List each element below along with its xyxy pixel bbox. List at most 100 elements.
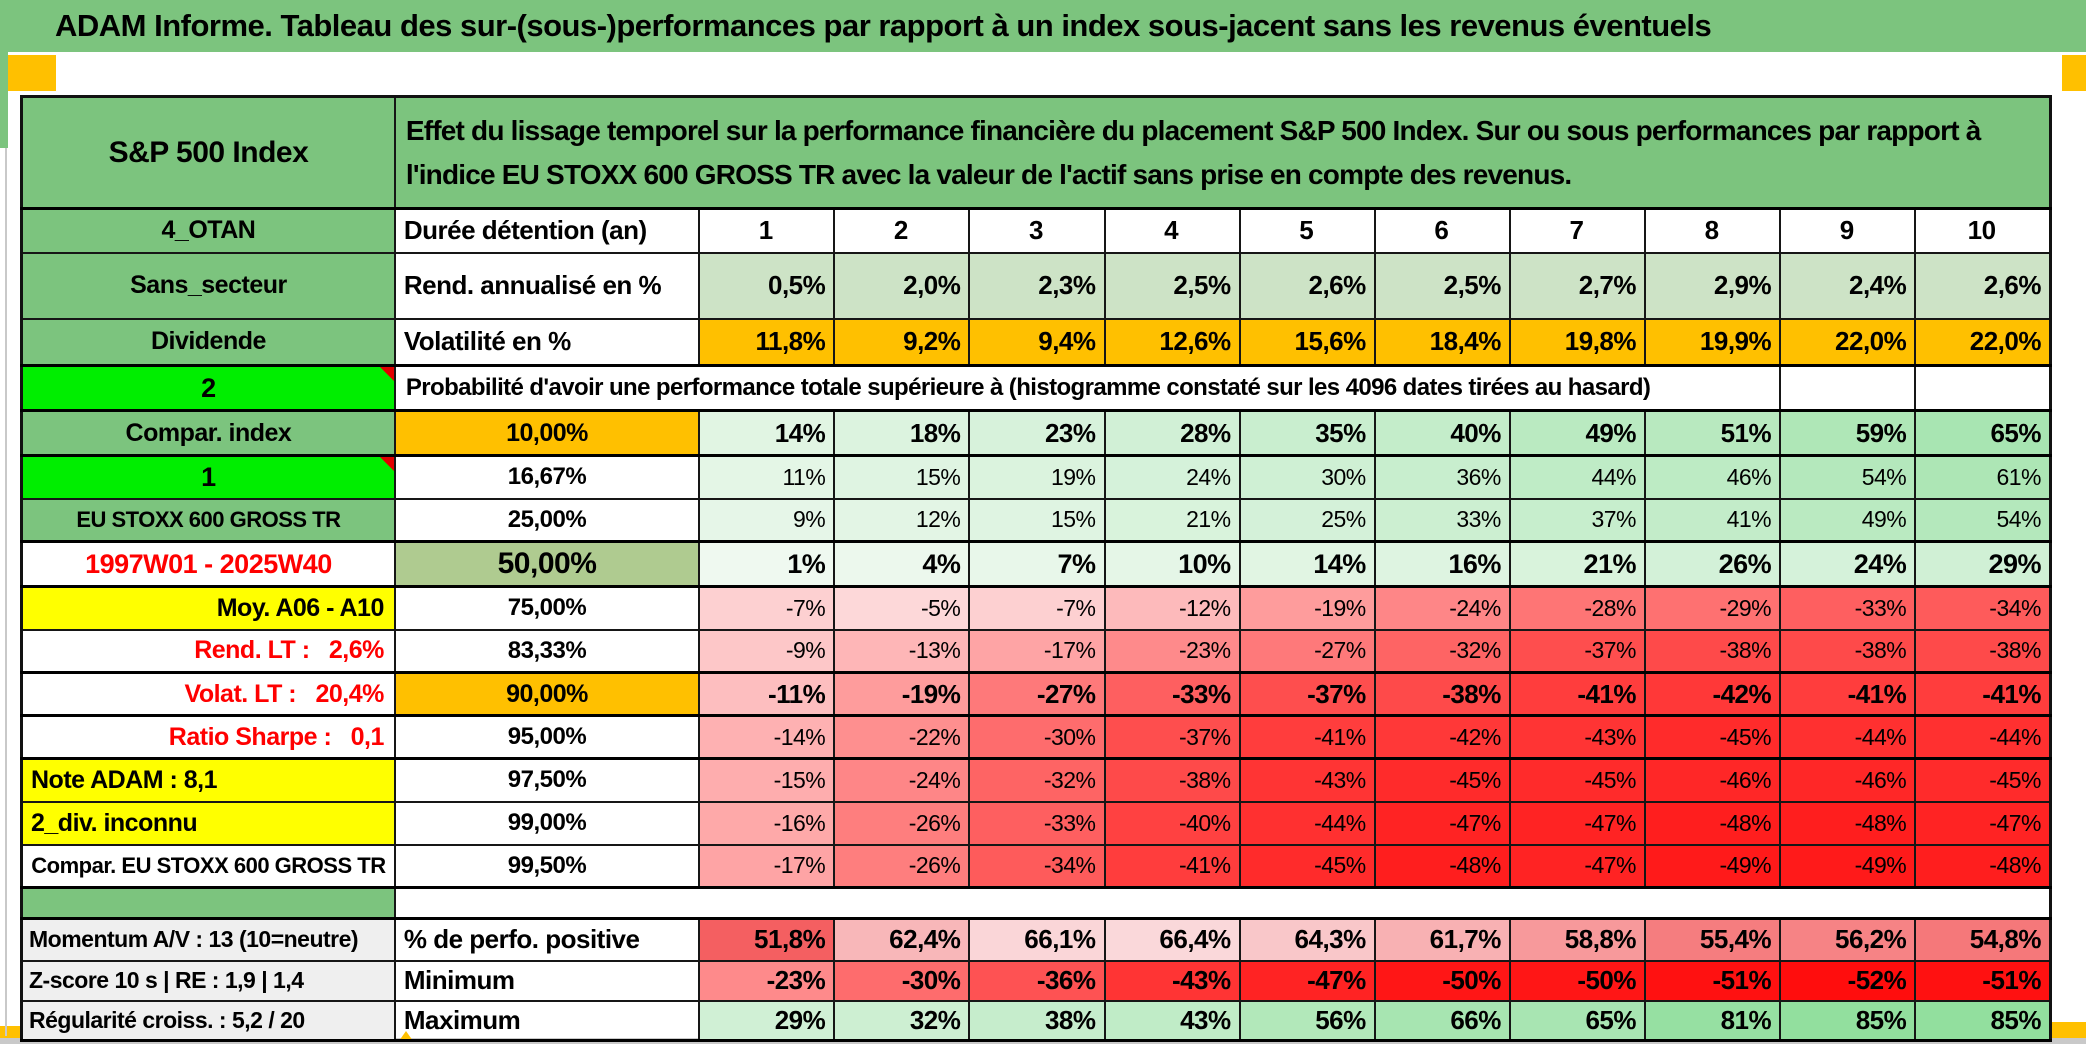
cell-p16-col1[interactable]: 11% bbox=[698, 454, 836, 500]
cell-p25-col8[interactable]: 41% bbox=[1644, 497, 1782, 543]
cell-p99-col4[interactable]: -40% bbox=[1103, 800, 1241, 846]
metric-duration[interactable]: Durée détention (an) bbox=[393, 207, 701, 254]
cell-maximum-col3[interactable]: 38% bbox=[968, 999, 1106, 1042]
cell-p50-col10[interactable]: 29% bbox=[1914, 540, 2052, 588]
cell-duration-col9[interactable]: 9 bbox=[1779, 207, 1917, 254]
cell-perfo-positive-col1[interactable]: 51,8% bbox=[698, 917, 836, 962]
cell-p995-col6[interactable]: -48% bbox=[1373, 843, 1511, 889]
cell-p99-col5[interactable]: -44% bbox=[1238, 800, 1376, 846]
cell-p975-col7[interactable]: -45% bbox=[1508, 757, 1647, 803]
metric-maximum[interactable]: Maximum bbox=[393, 999, 701, 1042]
cell-rend-annualise-col8[interactable]: 2,9% bbox=[1644, 251, 1782, 320]
cell-p16-col8[interactable]: 46% bbox=[1644, 454, 1782, 500]
cell-p25-col5[interactable]: 25% bbox=[1238, 497, 1376, 543]
label-ratio-sharpe[interactable]: Ratio Sharpe : 0,1 bbox=[20, 714, 396, 760]
percentile-75[interactable]: 75,00% bbox=[393, 585, 701, 631]
cell-minimum-col4[interactable]: -43% bbox=[1103, 959, 1241, 1002]
cell-rend-annualise-col6[interactable]: 2,5% bbox=[1373, 251, 1511, 320]
cell-p975-col2[interactable]: -24% bbox=[833, 757, 971, 803]
cell-duration-col3[interactable]: 3 bbox=[968, 207, 1106, 254]
cell-p50-col1[interactable]: 1% bbox=[698, 540, 836, 588]
cell-volatilite-col10[interactable]: 22,0% bbox=[1914, 317, 2052, 367]
cell-p16-col6[interactable]: 36% bbox=[1373, 454, 1511, 500]
cell-p25-col10[interactable]: 54% bbox=[1914, 497, 2052, 543]
label-2div-inconnu[interactable]: 2_div. inconnu bbox=[20, 800, 396, 846]
label-regularite[interactable]: Régularité croiss. : 5,2 / 20 bbox=[20, 999, 396, 1042]
cell-p50-col3[interactable]: 7% bbox=[968, 540, 1106, 588]
label-4otan[interactable]: 4_OTAN bbox=[20, 207, 396, 254]
cell-perfo-positive-col10[interactable]: 54,8% bbox=[1914, 917, 2052, 962]
cell-rend-annualise-col5[interactable]: 2,6% bbox=[1238, 251, 1376, 320]
cell-p10-col2[interactable]: 18% bbox=[833, 409, 971, 457]
cell-p90-col1[interactable]: -11% bbox=[698, 671, 836, 717]
label-note-adam[interactable]: Note ADAM : 8,1 bbox=[20, 757, 396, 803]
cell-p995-col10[interactable]: -48% bbox=[1914, 843, 2052, 889]
cell-perfo-positive-col2[interactable]: 62,4% bbox=[833, 917, 971, 962]
cell-p10-col3[interactable]: 23% bbox=[968, 409, 1106, 457]
percentile-83[interactable]: 83,33% bbox=[393, 628, 701, 674]
cell-duration-col1[interactable]: 1 bbox=[698, 207, 836, 254]
cell-p90-col6[interactable]: -38% bbox=[1373, 671, 1511, 717]
label-period[interactable]: 1997W01 - 2025W40 bbox=[20, 540, 396, 588]
cell-p99-col2[interactable]: -26% bbox=[833, 800, 971, 846]
cell-volatilite-col6[interactable]: 18,4% bbox=[1373, 317, 1511, 367]
cell-minimum-col9[interactable]: -52% bbox=[1779, 959, 1917, 1002]
label-volat-lt[interactable]: Volat. LT : 20,4% bbox=[20, 671, 396, 717]
cell-duration-col5[interactable]: 5 bbox=[1238, 207, 1376, 254]
cell-p95-col3[interactable]: -30% bbox=[968, 714, 1106, 760]
percentile-95[interactable]: 95,00% bbox=[393, 714, 701, 760]
cell-p10-col5[interactable]: 35% bbox=[1238, 409, 1376, 457]
label-1[interactable]: 1 bbox=[20, 454, 396, 500]
cell-p995-col8[interactable]: -49% bbox=[1644, 843, 1782, 889]
cell-volatilite-col4[interactable]: 12,6% bbox=[1103, 317, 1241, 367]
cell-p75-col9[interactable]: -33% bbox=[1779, 585, 1917, 631]
cell-p90-col8[interactable]: -42% bbox=[1644, 671, 1782, 717]
cell-minimum-col8[interactable]: -51% bbox=[1644, 959, 1782, 1002]
cell-p90-col3[interactable]: -27% bbox=[968, 671, 1106, 717]
cell-rend-annualise-col7[interactable]: 2,7% bbox=[1508, 251, 1647, 320]
cell-p95-col7[interactable]: -43% bbox=[1508, 714, 1647, 760]
cell-volatilite-col7[interactable]: 19,8% bbox=[1508, 317, 1647, 367]
cell-maximum-col10[interactable]: 85% bbox=[1914, 999, 2052, 1042]
cell-volatilite-col9[interactable]: 22,0% bbox=[1779, 317, 1917, 367]
percentile-16[interactable]: 16,67% bbox=[393, 454, 701, 500]
cell-rend-annualise-col10[interactable]: 2,6% bbox=[1914, 251, 2052, 320]
cell-rend-annualise-col2[interactable]: 2,0% bbox=[833, 251, 971, 320]
cell-perfo-positive-col4[interactable]: 66,4% bbox=[1103, 917, 1241, 962]
cell-p50-col5[interactable]: 14% bbox=[1238, 540, 1376, 588]
cell-p83-col6[interactable]: -32% bbox=[1373, 628, 1511, 674]
cell-p995-col7[interactable]: -47% bbox=[1508, 843, 1647, 889]
cell-p75-col4[interactable]: -12% bbox=[1103, 585, 1241, 631]
cell-p75-col6[interactable]: -24% bbox=[1373, 585, 1511, 631]
cell-p90-col5[interactable]: -37% bbox=[1238, 671, 1376, 717]
cell-p16-col2[interactable]: 15% bbox=[833, 454, 971, 500]
label-momentum[interactable]: Momentum A/V : 13 (10=neutre) bbox=[20, 917, 396, 962]
cell-p16-col4[interactable]: 24% bbox=[1103, 454, 1241, 500]
cell-duration-col4[interactable]: 4 bbox=[1103, 207, 1241, 254]
cell-p75-col3[interactable]: -7% bbox=[968, 585, 1106, 631]
sheet-title-bar[interactable]: ADAM Informe. Tableau des sur-(sous-)per… bbox=[0, 0, 2086, 52]
metric-perfo-positive[interactable]: % de perfo. positive bbox=[393, 917, 701, 962]
cell-p10-col7[interactable]: 49% bbox=[1508, 409, 1647, 457]
cell-maximum-col5[interactable]: 56% bbox=[1238, 999, 1376, 1042]
cell-p75-col7[interactable]: -28% bbox=[1508, 585, 1647, 631]
cell-p95-col4[interactable]: -37% bbox=[1103, 714, 1241, 760]
cell-p25-col4[interactable]: 21% bbox=[1103, 497, 1241, 543]
cell-p75-col5[interactable]: -19% bbox=[1238, 585, 1376, 631]
cell-p995-col2[interactable]: -26% bbox=[833, 843, 971, 889]
cell-p50-col2[interactable]: 4% bbox=[833, 540, 971, 588]
percentile-995[interactable]: 99,50% bbox=[393, 843, 701, 889]
percentile-90[interactable]: 90,00% bbox=[393, 671, 701, 717]
cell-volatilite-col3[interactable]: 9,4% bbox=[968, 317, 1106, 367]
cell-p10-col8[interactable]: 51% bbox=[1644, 409, 1782, 457]
cell-p995-col9[interactable]: -49% bbox=[1779, 843, 1917, 889]
cell-p83-col7[interactable]: -37% bbox=[1508, 628, 1647, 674]
cell-p10-col6[interactable]: 40% bbox=[1373, 409, 1511, 457]
cell-p99-col9[interactable]: -48% bbox=[1779, 800, 1917, 846]
cell-p25-col1[interactable]: 9% bbox=[698, 497, 836, 543]
cell-perfo-positive-col9[interactable]: 56,2% bbox=[1779, 917, 1917, 962]
cell-p83-col4[interactable]: -23% bbox=[1103, 628, 1241, 674]
cell-perfo-positive-col6[interactable]: 61,7% bbox=[1373, 917, 1511, 962]
cell-minimum-col5[interactable]: -47% bbox=[1238, 959, 1376, 1002]
percentile-50[interactable]: 50,00% bbox=[393, 540, 701, 588]
